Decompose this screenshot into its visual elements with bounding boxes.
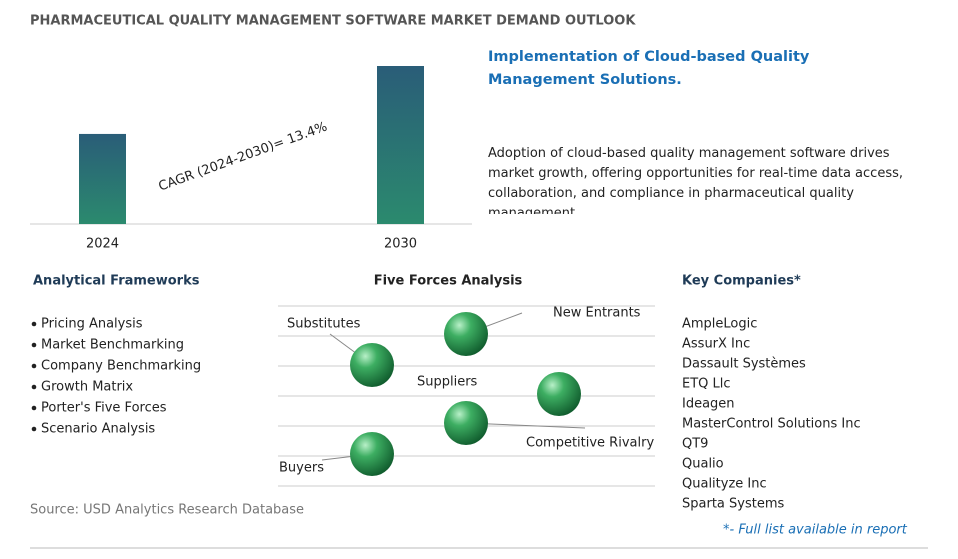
company-item: Sparta Systems <box>682 497 784 512</box>
force-sphere <box>537 372 581 416</box>
bullet <box>31 384 37 390</box>
page-title: PHARMACEUTICAL QUALITY MANAGEMENT SOFTWA… <box>30 14 636 29</box>
highlight-text: Adoption of cloud-based quality manageme… <box>488 146 903 214</box>
force-sphere <box>444 401 488 445</box>
company-item: Ideagen <box>682 397 735 412</box>
force-label: Competitive Rivalry <box>526 436 654 451</box>
framework-item: Company Benchmarking <box>41 359 201 374</box>
force-label: Substitutes <box>287 317 361 332</box>
x-tick-label: 2030 <box>384 237 417 252</box>
force-label: New Entrants <box>553 306 641 321</box>
companies-heading: Key Companies* <box>682 274 801 289</box>
company-item: Qualio <box>682 457 724 472</box>
company-item: AmpleLogic <box>682 317 757 332</box>
force-label: Buyers <box>279 461 324 476</box>
forces-heading: Five Forces Analysis <box>374 274 523 289</box>
force-sphere <box>444 312 488 356</box>
bullet <box>31 321 37 327</box>
highlight-heading: Implementation of Cloud-based Quality Ma… <box>488 49 810 88</box>
force-sphere <box>350 343 394 387</box>
x-tick-label: 2024 <box>86 237 119 252</box>
company-item: Qualityze Inc <box>682 477 767 492</box>
highlight-heading-box: Implementation of Cloud-based Quality Ma… <box>488 49 810 88</box>
source: Source: USD Analytics Research Database <box>30 503 304 518</box>
company-item: AssurX Inc <box>682 337 750 352</box>
framework-item: Scenario Analysis <box>41 422 155 437</box>
company-item: Dassault Systèmes <box>682 357 806 372</box>
bullet <box>31 363 37 369</box>
frameworks-heading: Analytical Frameworks <box>33 274 200 289</box>
force-label: Suppliers <box>417 375 478 390</box>
framework-item: Market Benchmarking <box>41 338 184 353</box>
highlight-text-box: Adoption of cloud-based quality manageme… <box>488 146 903 214</box>
company-item: QT9 <box>682 437 708 452</box>
bar <box>79 133 126 224</box>
framework-item: Porter's Five Forces <box>41 401 167 416</box>
bullet <box>31 426 37 432</box>
bullet <box>31 405 37 411</box>
companies-note: *- Full list available in report <box>723 523 908 538</box>
company-item: MasterControl Solutions Inc <box>682 417 861 432</box>
bullet <box>31 342 37 348</box>
framework-item: Pricing Analysis <box>41 317 143 332</box>
force-sphere <box>350 432 394 476</box>
bar <box>377 66 424 224</box>
cagr-annotation: CAGR (2024-2030)= 13.4% <box>157 119 330 194</box>
framework-item: Growth Matrix <box>41 380 133 395</box>
company-item: ETQ Llc <box>682 377 731 392</box>
